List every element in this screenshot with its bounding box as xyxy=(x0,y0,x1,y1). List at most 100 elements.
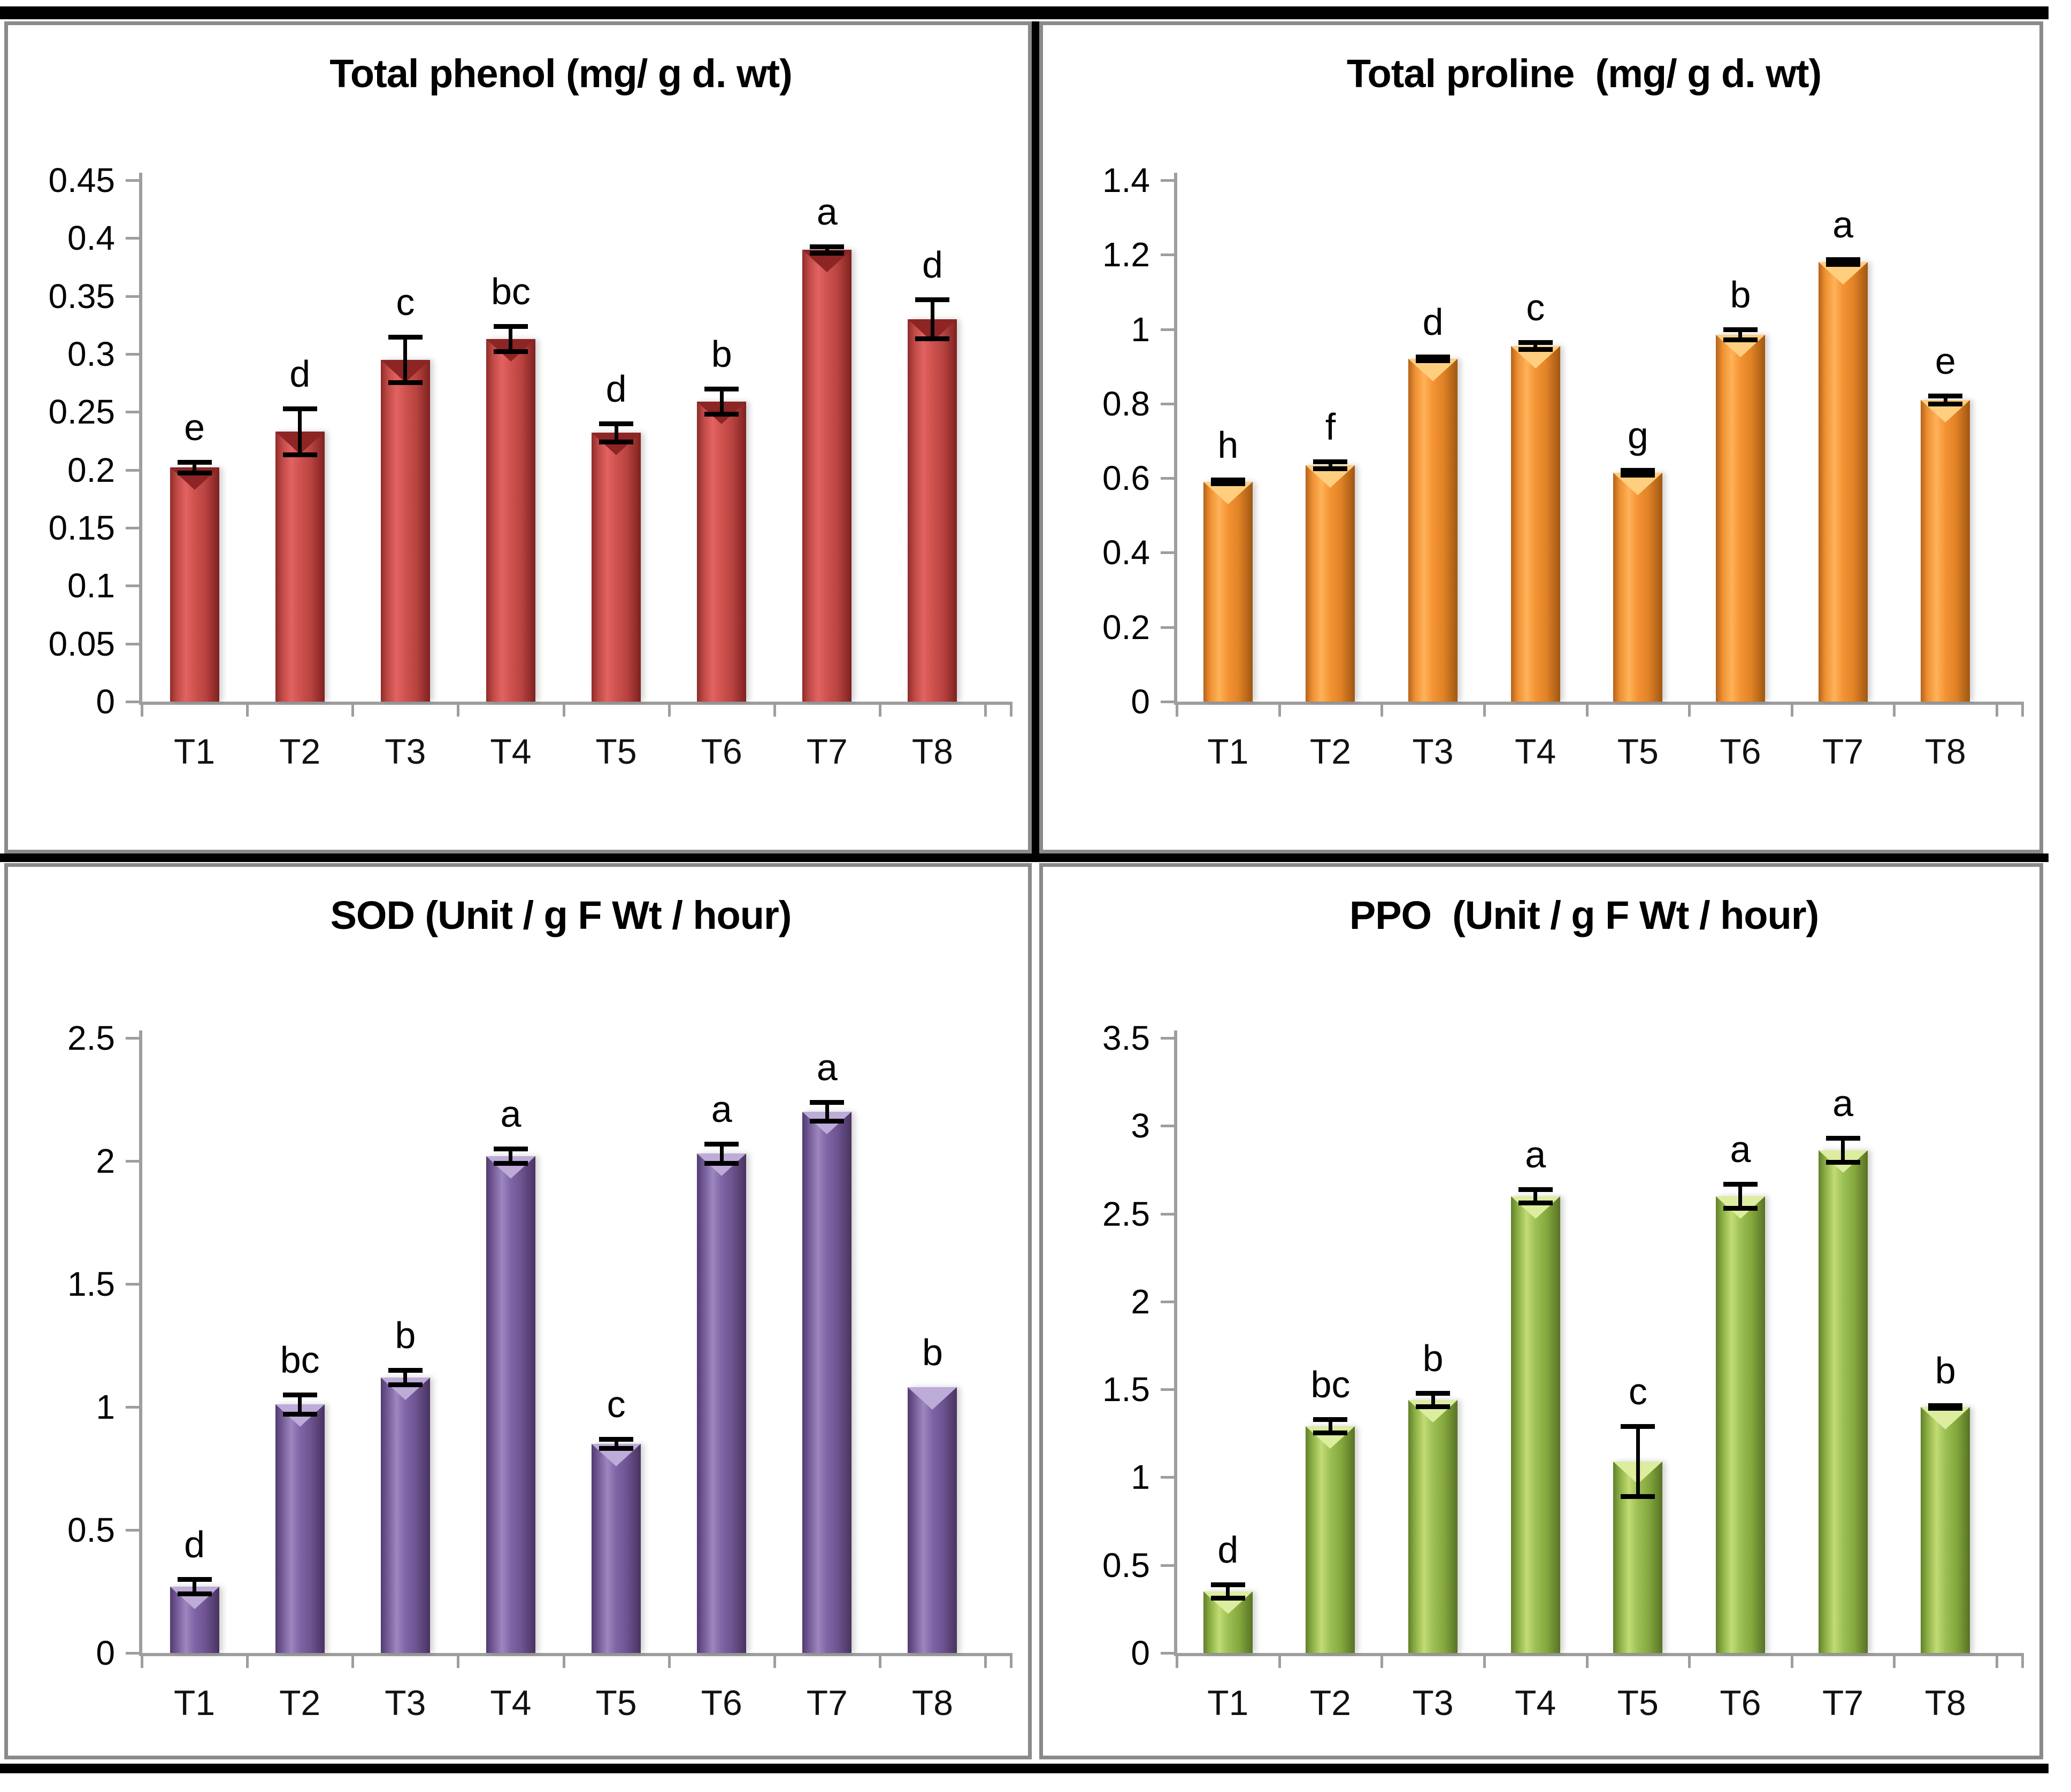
error-bar-cap-top xyxy=(1416,355,1451,360)
x-axis-tick xyxy=(1790,1653,1793,1668)
y-tick-label: 0.45 xyxy=(48,161,115,199)
error-bar-cap-top xyxy=(1518,340,1553,345)
bar xyxy=(486,1156,535,1653)
x-category-label: T5 xyxy=(1617,732,1659,771)
error-bar-cap-bottom xyxy=(1313,466,1348,471)
sig-letter: c xyxy=(607,1383,626,1425)
x-axis-tick xyxy=(457,1653,460,1668)
panel-total-phenol: Total phenol (mg/ g d. wt) 0.45 0.4 0.35 0.… xyxy=(4,21,1032,853)
sig-letter: a xyxy=(1832,1082,1854,1125)
y-axis-tick xyxy=(1161,328,1174,331)
sig-letter: bc xyxy=(490,271,531,312)
sig-letter: bc xyxy=(280,1339,320,1381)
bar-top-notch xyxy=(908,1387,957,1410)
sig-letter: bc xyxy=(1310,1364,1351,1405)
sig-letter: d xyxy=(184,1524,205,1565)
y-tick-label: 0.2 xyxy=(67,450,115,489)
x-category-label: T4 xyxy=(490,732,532,771)
error-bar-cap-bottom xyxy=(282,1411,317,1417)
y-tick-label: 0 xyxy=(1131,682,1150,721)
sig-letter: f xyxy=(1325,405,1336,448)
y-tick-label: 1.5 xyxy=(1102,1370,1150,1409)
sig-letter: b xyxy=(1422,1337,1444,1379)
y-axis-tick xyxy=(1161,1300,1174,1303)
error-bar-cap-bottom xyxy=(915,336,950,341)
error-bar-cap-top xyxy=(1210,1582,1245,1587)
y-tick-label: 2 xyxy=(96,1142,115,1180)
error-bar-cap-bottom xyxy=(1210,481,1245,487)
error-bar-stem xyxy=(1533,1189,1538,1203)
plot-area: 1.4 1.2 1 0.8 0.6 0.4 0.2 0 h T1 f T2 d T3 c T4 g T5 b T6 a T… xyxy=(1102,161,2024,771)
y-axis-tick xyxy=(1161,253,1174,257)
bar xyxy=(1510,345,1560,702)
error-bar-stem xyxy=(298,408,302,455)
x-axis-tick xyxy=(246,702,249,717)
x-axis-tick xyxy=(1585,1653,1589,1668)
x-axis-tick xyxy=(1483,702,1486,717)
error-bar-stem xyxy=(1533,342,1538,350)
x-category-label: T2 xyxy=(279,732,321,771)
error-bar-cap-top xyxy=(1621,1424,1655,1429)
error-bar-cap-bottom xyxy=(1723,337,1758,343)
bar xyxy=(1306,1426,1355,1653)
error-bar-cap-bottom xyxy=(282,452,317,457)
error-bar-cap-bottom xyxy=(493,1160,528,1166)
x-axis-tick xyxy=(1176,1653,1178,1668)
bar xyxy=(1203,1591,1253,1653)
x-axis-line xyxy=(139,702,1012,705)
chart-title: Total phenol (mg/ g d. wt) xyxy=(329,51,793,96)
y-tick-label: 3 xyxy=(1131,1106,1150,1145)
error-bar-cap-top xyxy=(704,1141,739,1147)
bar xyxy=(275,1404,325,1653)
bar xyxy=(1408,1399,1458,1653)
x-axis-line xyxy=(1174,702,2023,705)
sig-letter: a xyxy=(816,1046,838,1088)
bar xyxy=(1715,335,1765,702)
x-axis-tick xyxy=(1585,702,1589,717)
x-category-label: T7 xyxy=(1822,732,1864,771)
error-bar-stem xyxy=(614,424,618,442)
x-category-label: T6 xyxy=(701,1683,742,1722)
error-bar-stem xyxy=(1738,329,1743,341)
bar xyxy=(380,359,430,702)
sig-letter: d xyxy=(1422,301,1444,343)
error-bar-cap-top xyxy=(282,1393,317,1397)
error-bar-stem xyxy=(1226,1584,1230,1599)
error-bar-cap-top xyxy=(1723,1181,1758,1187)
error-bar-cap-top xyxy=(388,334,423,340)
y-axis-tick xyxy=(1161,1564,1174,1567)
sig-letter: c xyxy=(396,281,415,323)
error-bar-cap-top xyxy=(1825,257,1860,263)
error-bar-cap-bottom xyxy=(388,1382,423,1387)
error-bar-cap-bottom xyxy=(493,349,528,354)
x-category-label: T8 xyxy=(1924,732,1966,771)
error-bar-stem xyxy=(403,336,408,383)
error-bar-cap-bottom xyxy=(704,411,739,417)
x-axis-tick xyxy=(668,1653,671,1668)
bar xyxy=(697,401,747,702)
sig-letter: d xyxy=(1217,1528,1239,1571)
sig-letter: e xyxy=(184,406,205,448)
error-bar-stem xyxy=(719,1143,724,1164)
y-tick-label: 3.5 xyxy=(1102,1019,1150,1057)
sig-letter: c xyxy=(1526,286,1545,328)
error-bar-cap-bottom xyxy=(1518,1200,1553,1205)
x-axis-tick xyxy=(351,702,355,717)
x-category-label: T6 xyxy=(1720,732,1761,771)
x-axis-tick xyxy=(1380,702,1384,717)
x-category-label: T1 xyxy=(174,732,216,771)
error-bar-cap-bottom xyxy=(599,1446,634,1451)
y-tick-label: 0.15 xyxy=(48,509,115,547)
error-bar-cap-bottom xyxy=(1825,262,1860,267)
x-axis-tick xyxy=(562,1653,565,1668)
error-bar-cap-bottom xyxy=(810,250,845,256)
error-bar-cap-bottom xyxy=(599,439,634,444)
panel-total-proline: Total proline (mg/ g d. wt) 1.4 1.2 1 0.8 0.… xyxy=(1039,21,2043,853)
error-bar-stem xyxy=(825,246,829,253)
error-bar-cap-bottom xyxy=(1621,472,1655,478)
y-axis-line xyxy=(1174,173,1177,704)
x-axis-end-tick xyxy=(2021,1653,2024,1668)
x-axis-tick xyxy=(1893,1653,1896,1668)
y-tick-label: 0.35 xyxy=(48,276,115,316)
